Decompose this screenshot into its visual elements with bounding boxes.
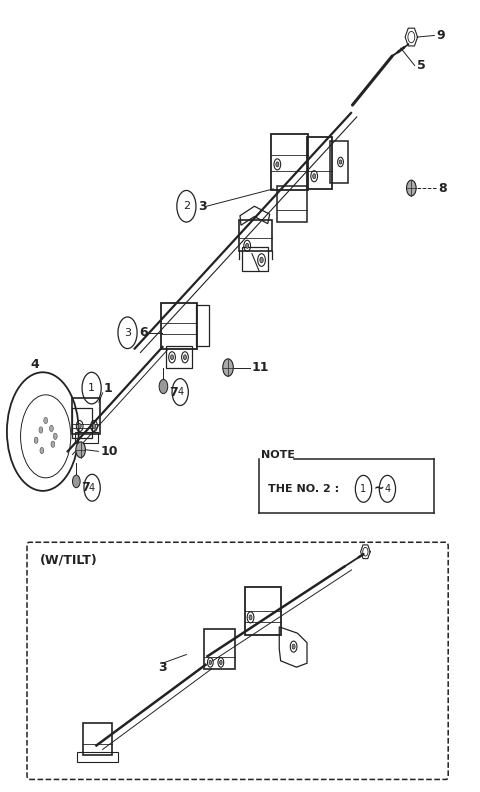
Text: 10: 10: [100, 445, 118, 458]
Text: 7: 7: [169, 386, 178, 398]
Text: 3: 3: [124, 328, 131, 337]
Text: NOTE: NOTE: [261, 450, 295, 459]
Text: 11: 11: [252, 361, 269, 374]
Bar: [77, 752, 118, 762]
Circle shape: [49, 425, 53, 432]
Bar: [75, 432, 98, 444]
Circle shape: [93, 424, 96, 428]
Bar: [271, 134, 309, 190]
Bar: [72, 398, 100, 434]
Circle shape: [51, 441, 55, 447]
Circle shape: [183, 355, 186, 360]
Circle shape: [44, 417, 48, 424]
Text: 4: 4: [30, 358, 39, 371]
Circle shape: [78, 424, 81, 428]
Text: (W/TILT): (W/TILT): [40, 554, 98, 567]
Bar: [277, 186, 307, 222]
Text: THE NO. 2 :: THE NO. 2 :: [268, 484, 339, 494]
Text: 8: 8: [438, 181, 447, 195]
Bar: [242, 247, 268, 271]
Circle shape: [209, 661, 212, 664]
Text: 4: 4: [177, 387, 183, 397]
Text: ~: ~: [374, 482, 384, 495]
Text: 1: 1: [104, 382, 112, 394]
Circle shape: [40, 447, 44, 454]
Bar: [83, 723, 112, 755]
Bar: [166, 346, 192, 368]
Bar: [204, 629, 235, 668]
Circle shape: [34, 437, 38, 444]
Text: 4: 4: [89, 482, 95, 493]
Circle shape: [53, 433, 57, 440]
Text: 3: 3: [198, 200, 206, 213]
Circle shape: [39, 427, 43, 433]
Text: 1: 1: [88, 383, 95, 393]
Text: 5: 5: [417, 59, 425, 72]
Circle shape: [170, 355, 174, 360]
Bar: [245, 588, 281, 634]
Circle shape: [72, 475, 80, 488]
Circle shape: [276, 162, 279, 167]
Circle shape: [223, 359, 233, 376]
Bar: [161, 303, 197, 348]
Bar: [307, 137, 332, 188]
Circle shape: [249, 615, 252, 620]
Text: 9: 9: [436, 29, 445, 42]
Circle shape: [339, 160, 342, 164]
Bar: [72, 408, 92, 438]
Circle shape: [292, 644, 295, 649]
Circle shape: [76, 442, 85, 458]
Circle shape: [246, 243, 249, 248]
Bar: [239, 219, 272, 251]
Text: 6: 6: [139, 326, 148, 339]
Circle shape: [159, 379, 168, 394]
Circle shape: [312, 173, 316, 179]
Circle shape: [407, 180, 416, 196]
Text: 4: 4: [384, 484, 390, 494]
Bar: [196, 305, 209, 346]
Text: 1: 1: [360, 484, 367, 494]
Text: 7: 7: [81, 482, 90, 494]
Circle shape: [260, 257, 263, 263]
Circle shape: [219, 661, 222, 664]
Text: 2: 2: [183, 201, 190, 211]
Bar: [330, 142, 348, 182]
Text: 3: 3: [158, 661, 167, 674]
